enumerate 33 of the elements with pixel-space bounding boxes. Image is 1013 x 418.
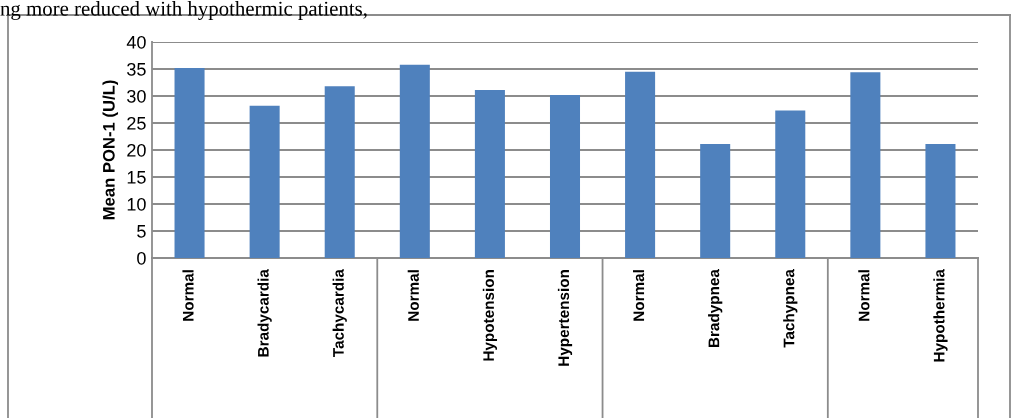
y-tick-label: 25 — [127, 116, 146, 130]
y-tick-label: 40 — [126, 35, 146, 49]
x-tick-label: Hypothermia — [933, 269, 948, 362]
x-tick-label: Bradycardia — [257, 269, 272, 357]
x-tick-label: Tachycardia — [332, 269, 347, 357]
x-tick-label: Normal — [632, 270, 645, 321]
x-tick-label: Normal — [858, 270, 870, 321]
x-tick-label: Normal — [182, 270, 194, 321]
y-tick-label: 0 — [137, 251, 146, 265]
bar — [775, 110, 806, 258]
bar — [474, 90, 505, 258]
bar — [174, 67, 205, 258]
x-tick-label: Normal — [407, 270, 419, 321]
y-axis-title: Mean PON-1 (U/L) — [102, 80, 119, 220]
bar — [625, 71, 656, 258]
x-tick-label: Hypertension — [557, 270, 573, 366]
bar — [925, 144, 956, 258]
y-tick-label: 10 — [127, 197, 146, 211]
x-tick-label: Bradypnea — [708, 269, 723, 348]
y-tick-label: 20 — [127, 143, 146, 157]
y-tick-label: 35 — [127, 62, 146, 76]
bar — [249, 105, 280, 258]
bar — [324, 86, 355, 258]
bar — [700, 144, 731, 258]
bar — [850, 72, 881, 258]
bar — [549, 94, 581, 258]
x-tick-label: Hypotension — [482, 270, 498, 361]
x-tick-label: Tachypnea — [783, 269, 798, 348]
y-tick-label: 30 — [127, 89, 146, 103]
text: ng more reduced with hypothermic patients, — [0, 1, 367, 20]
bar — [399, 64, 430, 258]
y-tick-label: 15 — [127, 171, 146, 184]
y-tick-label: 5 — [137, 225, 146, 238]
